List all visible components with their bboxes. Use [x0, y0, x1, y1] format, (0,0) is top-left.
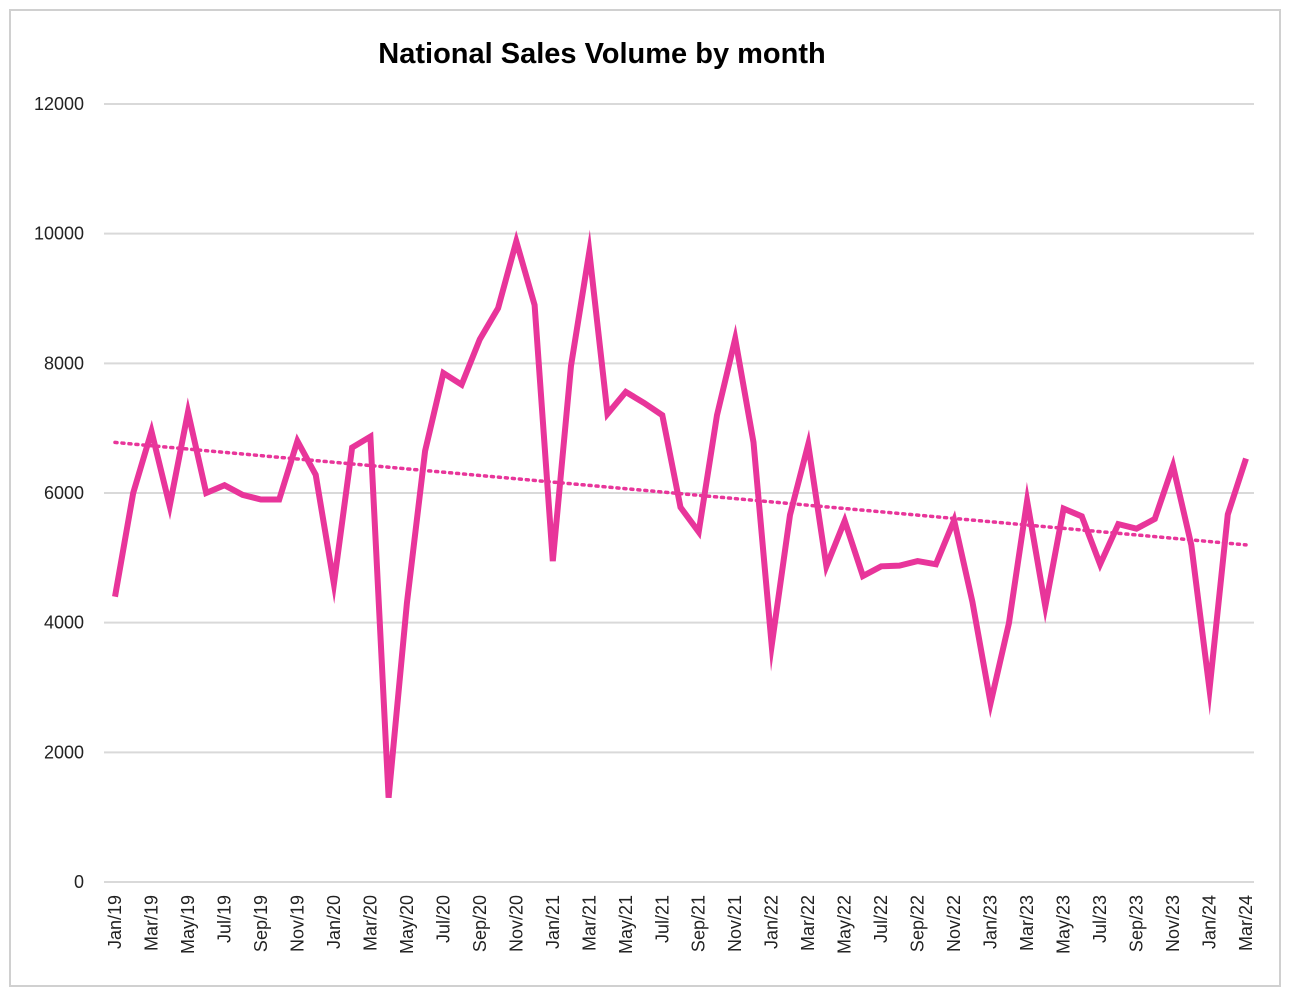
x-tick-label-Sep-23: Sep/23 — [1127, 895, 1147, 952]
y-tick-label-4000: 4000 — [44, 613, 84, 633]
x-tick-label-Nov-22: Nov/22 — [944, 895, 964, 952]
x-tick-label-Jul-19: Jul/19 — [214, 895, 234, 943]
series-group — [112, 229, 1249, 798]
x-tick-label-May-21: May/21 — [616, 895, 636, 954]
x-tick-label-Jul-21: Jul/21 — [652, 895, 672, 943]
y-tick-label-0: 0 — [74, 872, 84, 892]
x-tick-label-Mar-19: Mar/19 — [141, 895, 161, 951]
x-tick-label-Jan-23: Jan/23 — [981, 895, 1001, 949]
x-tick-label-Jan-21: Jan/21 — [543, 895, 563, 949]
chart-title: National Sales Volume by month — [378, 38, 825, 70]
y-axis-ticks: 0 2000 4000 6000 8000 10000 12000 — [34, 94, 84, 892]
x-tick-label-Sep-21: Sep/21 — [689, 895, 709, 952]
x-tick-label-Jul-23: Jul/23 — [1090, 895, 1110, 943]
x-tick-label-Jan-20: Jan/20 — [324, 895, 344, 949]
x-tick-label-May-19: May/19 — [178, 895, 198, 954]
x-tick-label-Mar-22: Mar/22 — [798, 895, 818, 951]
series-line-0 — [112, 229, 1249, 798]
x-tick-label-Jan-24: Jan/24 — [1200, 895, 1220, 949]
y-tick-label-12000: 12000 — [34, 94, 84, 114]
x-axis-ticks: Jan/19 Mar/19 May/19 Jul/19 Sep/19 Nov/19 Jan/… — [105, 895, 1256, 954]
y-tick-label-10000: 10000 — [34, 224, 84, 244]
x-tick-label-Mar-20: Mar/20 — [360, 895, 380, 951]
y-tick-label-2000: 2000 — [44, 742, 84, 762]
x-tick-label-May-22: May/22 — [835, 895, 855, 954]
x-tick-label-Nov-19: Nov/19 — [287, 895, 307, 952]
x-tick-label-Jul-20: Jul/20 — [433, 895, 453, 943]
x-tick-label-Nov-20: Nov/20 — [506, 895, 526, 952]
x-tick-label-Mar-23: Mar/23 — [1017, 895, 1037, 951]
x-tick-label-Mar-24: Mar/24 — [1236, 895, 1256, 951]
x-tick-label-Jan-19: Jan/19 — [105, 895, 125, 949]
x-tick-label-Jul-22: Jul/22 — [871, 895, 891, 943]
y-tick-label-8000: 8000 — [44, 353, 84, 373]
x-tick-label-Nov-21: Nov/21 — [725, 895, 745, 952]
x-tick-label-May-23: May/23 — [1054, 895, 1074, 954]
x-tick-label-Mar-21: Mar/21 — [579, 895, 599, 951]
x-tick-label-Nov-23: Nov/23 — [1163, 895, 1183, 952]
x-tick-label-Sep-22: Sep/22 — [908, 895, 928, 952]
x-tick-label-May-20: May/20 — [397, 895, 417, 954]
x-tick-label-Jan-22: Jan/22 — [762, 895, 782, 949]
chart-frame — [9, 9, 1281, 987]
x-tick-label-Sep-19: Sep/19 — [251, 895, 271, 952]
y-tick-label-6000: 6000 — [44, 483, 84, 503]
x-tick-label-Sep-20: Sep/20 — [470, 895, 490, 952]
gridlines — [104, 103, 1254, 883]
